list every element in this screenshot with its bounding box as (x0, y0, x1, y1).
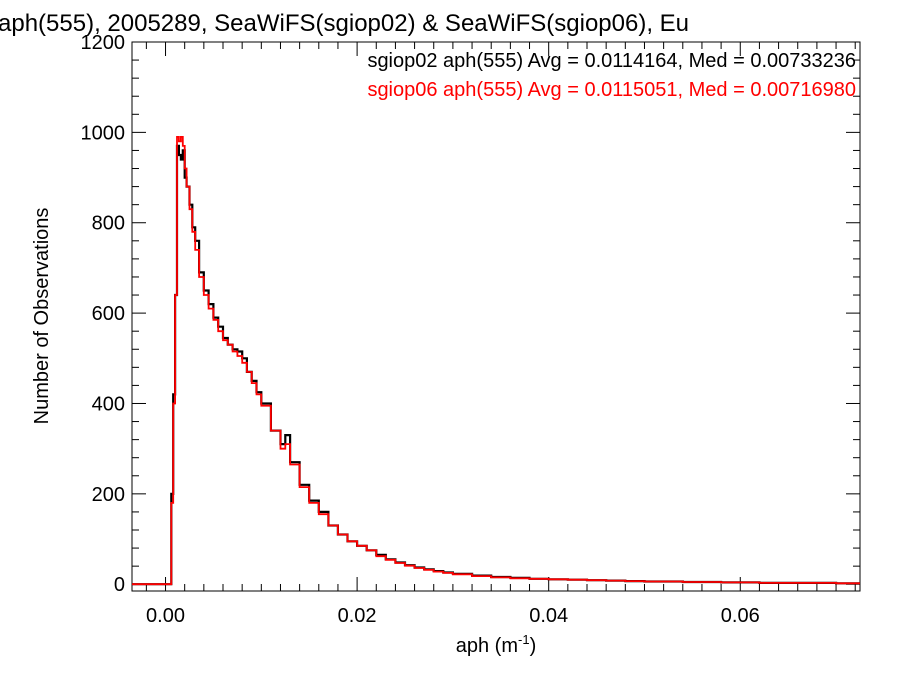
x-tick-label: 0.00 (146, 605, 185, 627)
y-tick-label: 1200 (81, 32, 126, 54)
series-line-sgiop02 (132, 144, 860, 586)
y-axis-title: Number of Observations (31, 208, 53, 425)
annotation-sgiop06-stats: sgiop06 aph(555) Avg = 0.0115051, Med = … (367, 79, 856, 101)
plot-frame (131, 41, 861, 592)
chart-title: aph(555), 2005289, SeaWiFS(sgiop02) & Se… (0, 10, 689, 37)
y-tick-label: 600 (92, 303, 125, 325)
series-layer (132, 136, 860, 586)
annotation-sgiop02-stats: sgiop02 aph(555) Avg = 0.0114164, Med = … (367, 50, 856, 72)
x-axis-title-main: aph (m (456, 635, 518, 657)
x-tick-label: 0.04 (529, 605, 568, 627)
x-axis: 0.00 0.02 0.04 0.06 (145, 42, 856, 627)
y-tick-label: 0 (114, 574, 125, 596)
y-tick-label: 1000 (81, 122, 126, 144)
x-tick-label: 0.06 (721, 605, 760, 627)
x-axis-title-superscript: -1 (518, 632, 530, 647)
series-line-sgiop06 (132, 136, 860, 586)
x-axis-title: aph (m-1) (456, 632, 536, 657)
y-tick-label: 400 (92, 393, 125, 415)
y-axis: 0 200 400 600 800 1000 1200 (81, 32, 860, 596)
x-axis-title-suffix: ) (530, 635, 537, 657)
y-tick-label: 800 (92, 213, 125, 235)
y-tick-label: 200 (92, 484, 125, 506)
x-tick-label: 0.02 (338, 605, 377, 627)
